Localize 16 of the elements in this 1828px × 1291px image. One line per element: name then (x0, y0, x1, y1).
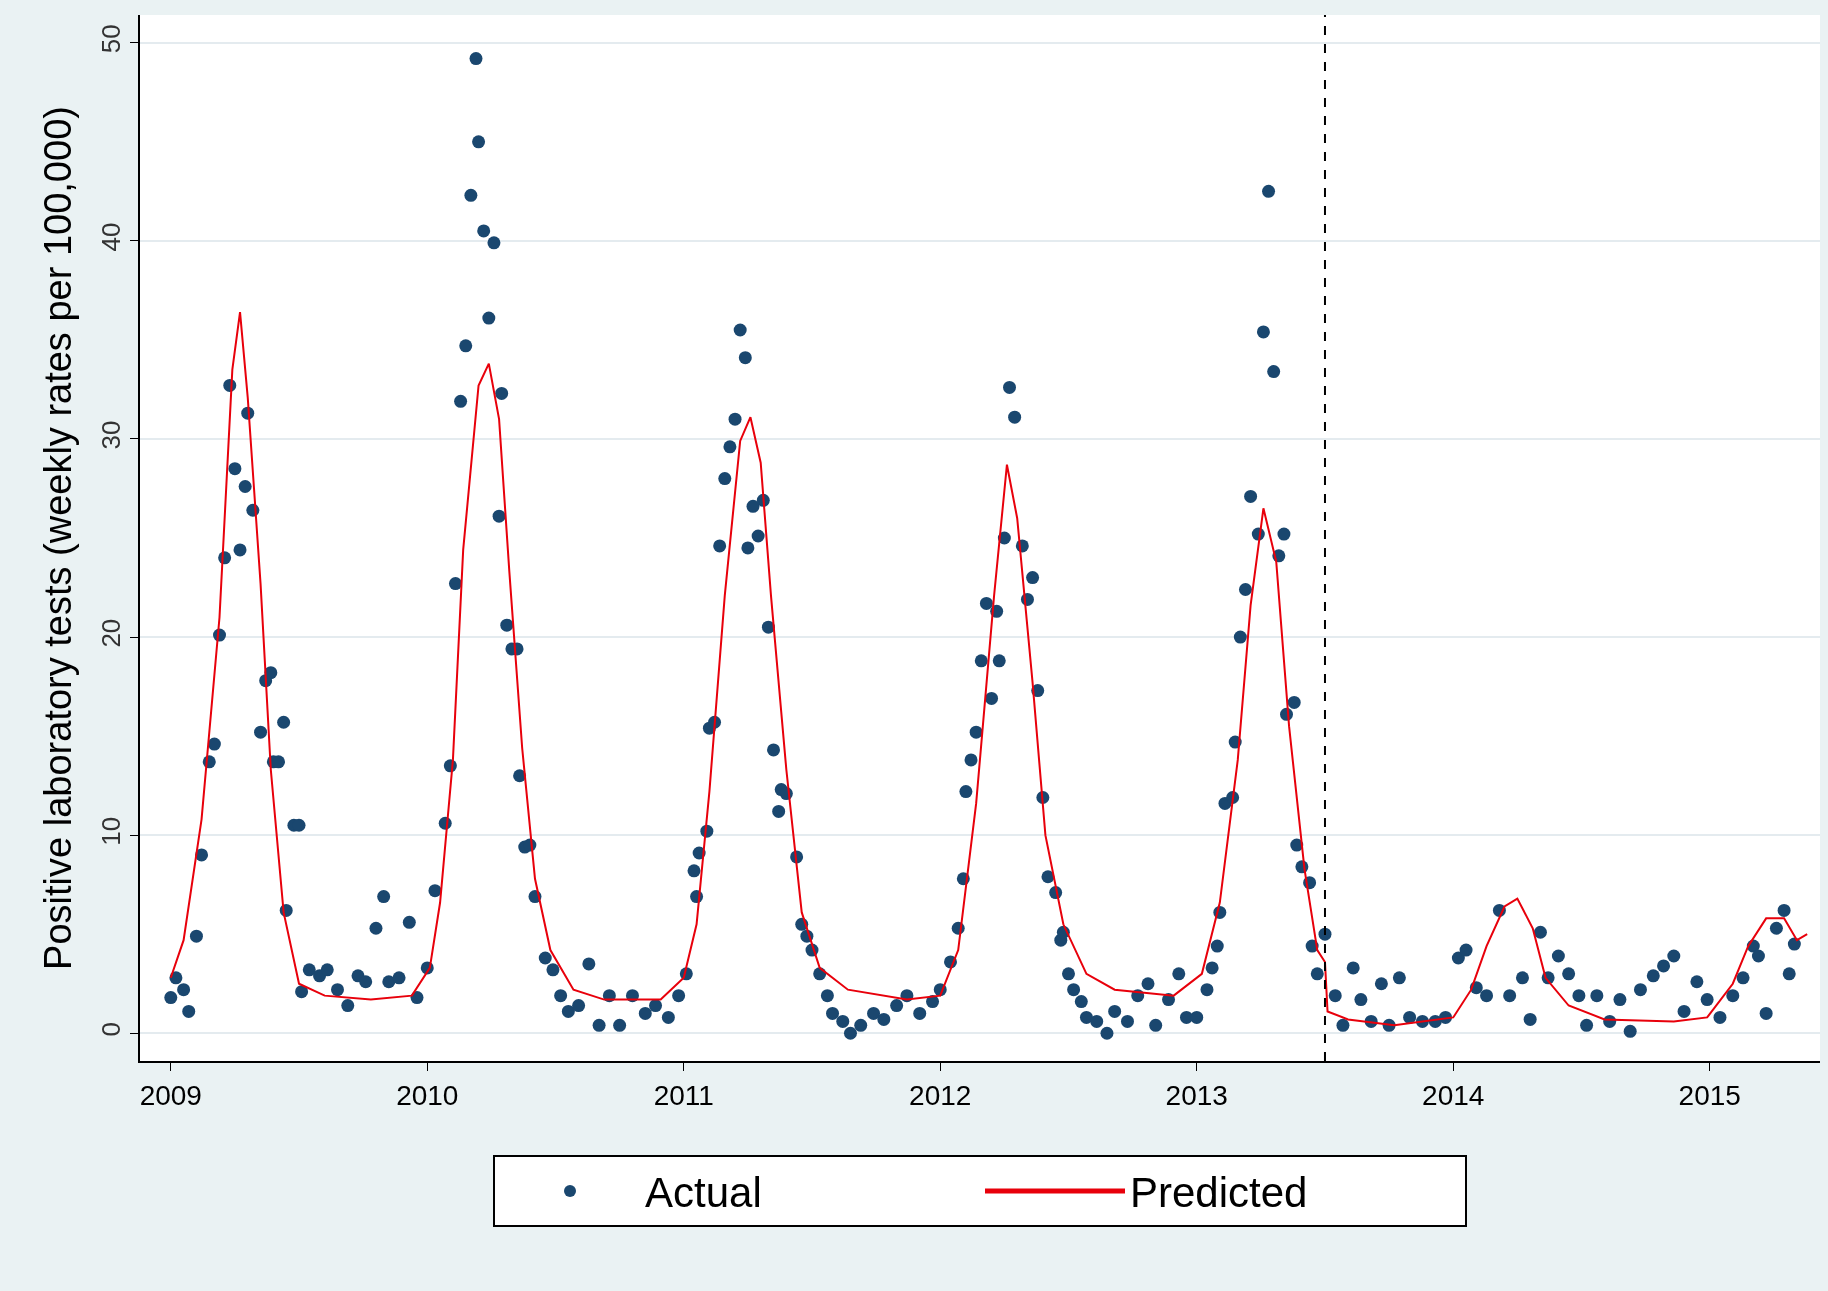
y-tick-label: 50 (95, 24, 126, 54)
x-tick-label: 2011 (653, 1079, 714, 1111)
legend-label: Predicted (1130, 1169, 1308, 1217)
y-tick-label: 40 (95, 222, 126, 252)
x-tick-label: 2012 (909, 1079, 972, 1111)
legend-label: Actual (645, 1169, 762, 1217)
y-tick-label: 20 (95, 618, 126, 648)
y-tick-label: 10 (95, 816, 126, 846)
x-tick-label: 2010 (396, 1079, 459, 1111)
x-tick-label: 2013 (1165, 1079, 1228, 1111)
x-tick-label: 2015 (1678, 1079, 1741, 1111)
y-tick-label: 30 (95, 420, 126, 450)
x-tick-label: 2009 (139, 1079, 202, 1111)
x-tick-label: 2014 (1422, 1079, 1485, 1111)
y-axis-title: Positive laboratory tests (weekly rates per 100,000) (37, 106, 80, 970)
y-tick-label: 0 (95, 1022, 126, 1037)
